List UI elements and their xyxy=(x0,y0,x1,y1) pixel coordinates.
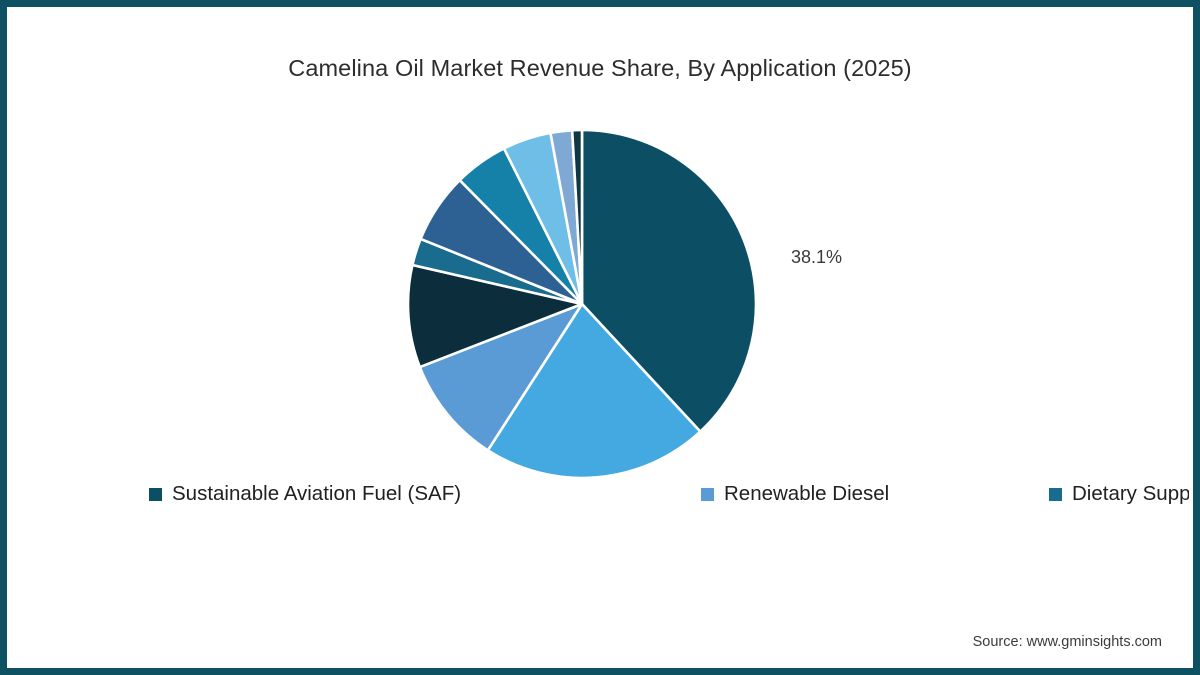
chart-legend: Sustainable Aviation Fuel (SAF) Renewable… xyxy=(149,477,1189,511)
slice-percentage-label: 38.1% xyxy=(791,247,843,267)
legend-swatch-icon xyxy=(149,487,162,501)
pie-slice: Biodiesel 21% xyxy=(486,302,702,480)
legend-item[interactable]: Sustainable Aviation Fuel (SAF) xyxy=(149,477,701,511)
pie-slice: Sustainable Aviation Fuel (SAF) 38.1% xyxy=(580,128,758,433)
legend-item-label: Dietary Supplements xyxy=(1072,481,1189,505)
infographic-canvas: Camelina Oil Market Revenue Share, By Ap… xyxy=(11,11,1189,664)
legend-item[interactable]: Dietary Supplements xyxy=(1049,477,1189,511)
pie-slice: Edible Oil 9.5% xyxy=(406,263,584,369)
legend-swatch-icon xyxy=(1049,487,1062,501)
pie-slice: Others 0.9% xyxy=(570,128,584,306)
legend-item-label: Sustainable Aviation Fuel (SAF) xyxy=(172,481,462,505)
legend-swatch-icon xyxy=(701,487,714,501)
pie-chart-svg: Sustainable Aviation Fuel (SAF) 38.1%Bio… xyxy=(406,128,758,480)
pie-slice-group: Sustainable Aviation Fuel (SAF) 38.1%Bio… xyxy=(406,128,758,480)
pie-slice: Renewable Diesel 10% xyxy=(418,302,584,452)
legend-item-label: Renewable Diesel xyxy=(724,481,890,505)
page-title: Camelina Oil Market Revenue Share, By Ap… xyxy=(288,55,912,81)
legend-item[interactable]: Renewable Diesel xyxy=(701,477,1049,511)
source-attribution: Source: www.gminsights.com xyxy=(972,634,1162,650)
pie-chart: Sustainable Aviation Fuel (SAF) 38.1%Bio… xyxy=(397,119,767,489)
